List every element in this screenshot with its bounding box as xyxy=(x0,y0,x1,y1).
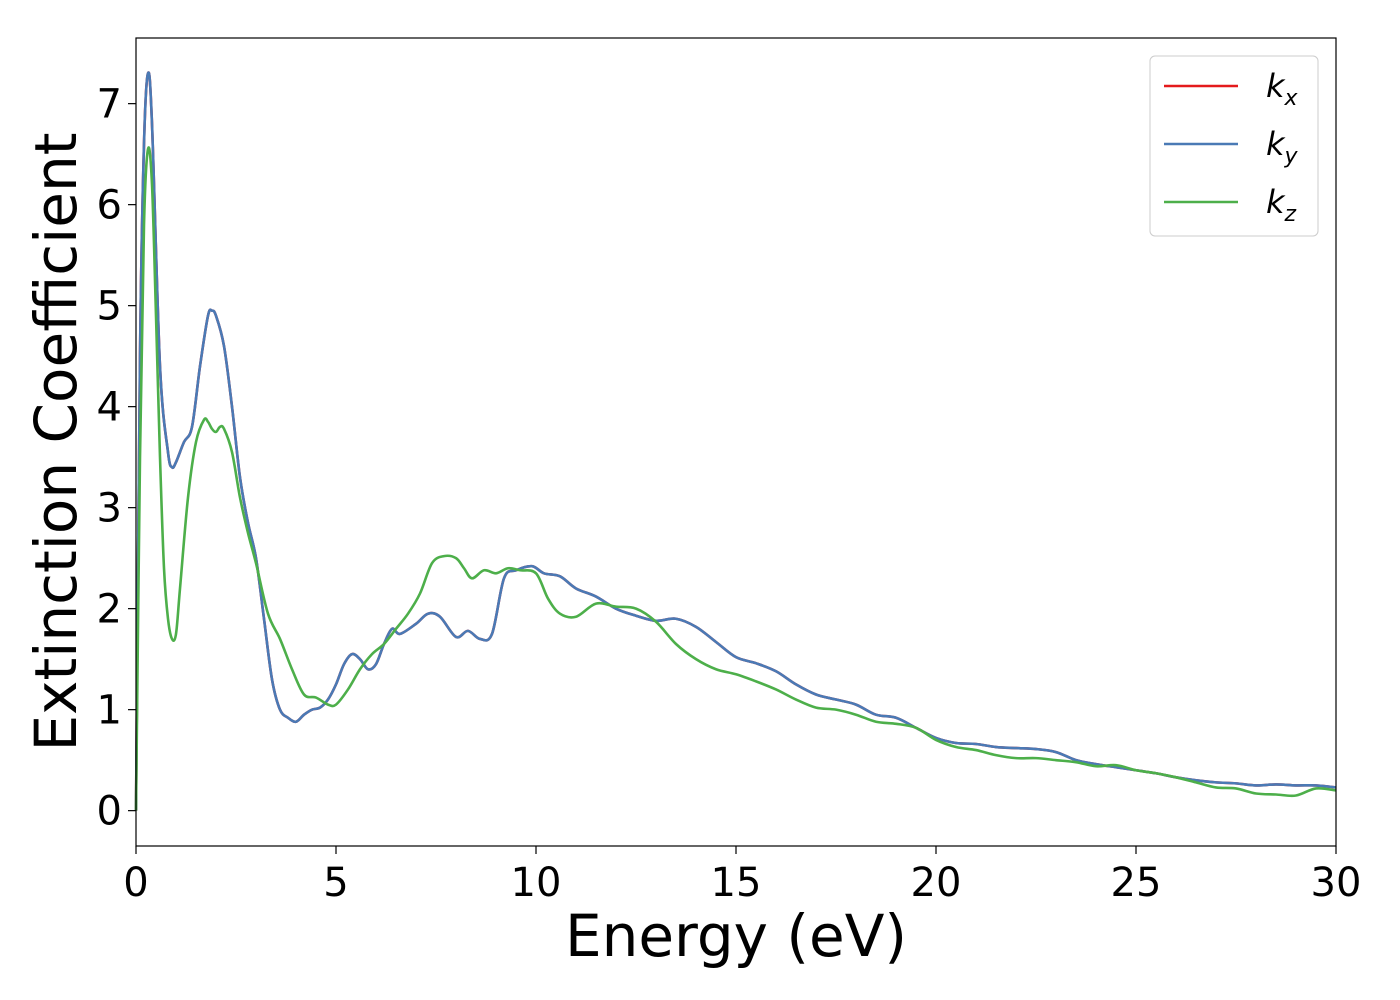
x-tick-label: 30 xyxy=(1311,860,1362,906)
legend-label-y: ky xyxy=(1266,125,1299,169)
y-tick-label: 1 xyxy=(97,688,122,734)
legend-label-x: kx xyxy=(1266,67,1299,111)
x-tick-label: 0 xyxy=(123,860,148,906)
plot-lines xyxy=(134,71,1337,811)
series-line-y xyxy=(134,71,1337,811)
x-axis-title: Energy (eV) xyxy=(565,902,907,970)
x-axis-ticks: 0 5 10 15 20 25 30 xyxy=(123,846,1361,906)
series-line-z xyxy=(134,146,1337,811)
legend-label-z: kz xyxy=(1266,183,1297,227)
y-tick-label: 2 xyxy=(97,587,122,633)
y-tick-label: 3 xyxy=(97,486,122,532)
x-tick-label: 10 xyxy=(511,860,562,906)
x-tick-label: 5 xyxy=(323,860,348,906)
legend-box xyxy=(1149,55,1319,237)
y-axis-ticks: 0 1 2 3 4 5 6 7 xyxy=(97,82,136,835)
y-tick-label: 5 xyxy=(97,284,122,330)
x-tick-label: 25 xyxy=(1111,860,1162,906)
y-tick-label: 0 xyxy=(97,789,122,835)
y-tick-label: 4 xyxy=(97,385,122,431)
y-tick-label: 7 xyxy=(97,82,122,128)
x-tick-label: 15 xyxy=(711,860,762,906)
y-tick-label: 6 xyxy=(97,183,122,229)
y-axis-title: Extinction Coefficient xyxy=(22,133,90,752)
legend-items: kx ky kz xyxy=(1164,67,1299,227)
legend: kx ky kz xyxy=(1149,55,1319,237)
x-tick-label: 20 xyxy=(911,860,962,906)
